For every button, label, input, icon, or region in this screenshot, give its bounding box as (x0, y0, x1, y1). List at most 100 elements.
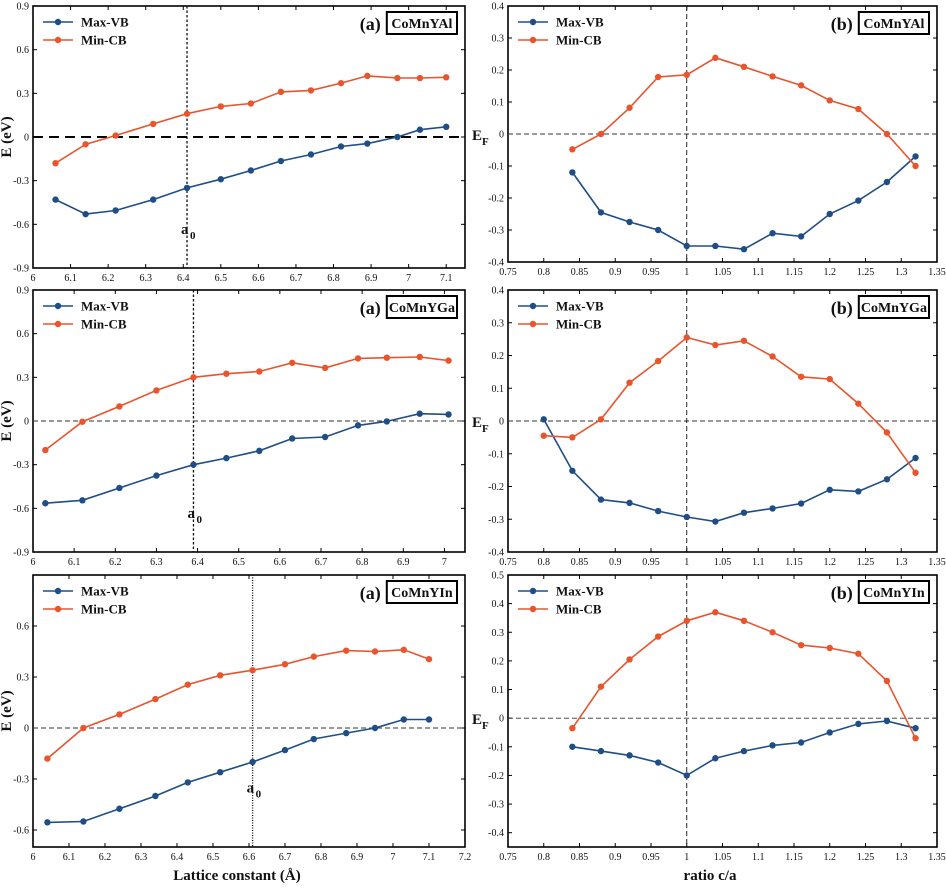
series-line-min-cb (571, 611, 917, 739)
data-point-min-cb (416, 353, 423, 361)
x-tick-label: 0.9 (609, 557, 622, 568)
data-point-max-vb (597, 747, 605, 755)
data-point-max-vb (343, 729, 350, 737)
x-tick-label: 0.75 (499, 267, 517, 278)
legend-marker (529, 18, 537, 26)
data-point-max-vb (797, 500, 805, 507)
y-tick-label: -0.1 (488, 449, 504, 460)
data-point-max-vb (626, 218, 633, 226)
chart-panel-5: 6 6.1 6.2 6.3 6.4 6.5 6.6 6.7 6.8 6.9 7 7.1 7.2 -0.6 -… (0, 574, 472, 863)
data-point-max-vb (116, 805, 123, 812)
series-line-min-cb (44, 356, 449, 451)
data-point-min-cb (443, 74, 450, 81)
data-point-max-vb (626, 499, 633, 507)
data-point-min-cb (683, 617, 690, 625)
chart-panel-6: 0.75 0.8 0.85 0.9 0.95 1 1.05 1.1 1.15 1.2 1.25 1.3… (472, 571, 946, 864)
data-point-max-vb (597, 496, 605, 503)
data-point-min-cb (540, 432, 547, 439)
data-point-min-cb (797, 641, 805, 649)
compound-badge (385, 11, 458, 35)
x-tick-label: 6.5 (215, 273, 228, 284)
data-point-max-vb (150, 196, 157, 203)
data-point-min-cb (769, 353, 776, 360)
legend-label: Max-VB (81, 299, 129, 314)
data-point-min-cb (425, 655, 433, 663)
x-tick-label: 6.8 (356, 557, 369, 568)
y-tick-label: -0.4 (488, 258, 504, 269)
data-point-max-vb (626, 752, 633, 759)
legend-label: Max-VB (556, 299, 604, 314)
y-tick-label: -0.6 (13, 220, 29, 231)
x-tick-label: 6.7 (290, 273, 303, 284)
data-point-min-cb (740, 337, 748, 344)
y-tick-label: 0.6 (17, 45, 30, 56)
series-line-max-vb (543, 419, 916, 523)
data-point-max-vb (712, 518, 719, 525)
x-tick-label: 7.1 (440, 273, 453, 284)
legend-label: Min-CB (81, 317, 127, 332)
data-point-min-cb (217, 103, 225, 110)
data-point-min-cb (626, 104, 633, 111)
x-tick-label: 1.2 (824, 557, 837, 568)
x-tick-label: 6 (31, 273, 36, 284)
x-tick-label: 0.75 (499, 557, 517, 568)
x-tick-label: 6.9 (351, 852, 364, 863)
compound-name: CoMnYGa (861, 301, 927, 316)
chart-panel-2: 0.75 0.8 0.85 0.9 0.95 1 1.05 1.1 1.15 1.2 1.25 1.3… (472, 2, 946, 279)
data-point-min-cb (79, 418, 86, 425)
y-tick-label: -0.6 (13, 826, 29, 837)
y-tick-label: 0.6 (17, 622, 30, 633)
x-tick-label: 6.2 (102, 273, 115, 284)
x-tick-label: 7 (442, 557, 447, 568)
y-tick-label: 0.3 (17, 373, 30, 384)
data-point-min-cb (712, 609, 719, 616)
data-point-min-cb (249, 667, 256, 674)
x-tick-label: 0.9 (609, 852, 622, 863)
y-tick-label: 0.6 (17, 329, 30, 340)
data-point-max-vb (247, 167, 255, 174)
data-point-min-cb (337, 79, 345, 87)
x-tick-label: 1.05 (714, 852, 732, 863)
x-tick-label: 1.25 (857, 267, 875, 278)
x-tick-label: 1.15 (785, 267, 803, 278)
x-tick-label: 7 (406, 273, 411, 284)
data-point-min-cb (289, 359, 296, 366)
panel-label: (a) (360, 14, 381, 35)
x-tick-label: 1.25 (857, 557, 875, 568)
y-tick-label: -0.4 (488, 828, 504, 839)
panel-label: (b) (831, 14, 853, 35)
a0-annotation-sub: 0 (196, 514, 202, 526)
x-tick-label: 6.5 (232, 557, 245, 568)
x-tick-label: 6.7 (315, 557, 328, 568)
series-line-max-vb (47, 718, 429, 824)
data-point-min-cb (256, 368, 263, 375)
data-point-min-cb (112, 132, 119, 139)
a0-annotation: a (187, 506, 195, 522)
x-tick-label: 6.3 (150, 557, 163, 568)
data-point-min-cb (683, 334, 690, 341)
x-tick-label: 6.2 (109, 557, 122, 568)
data-point-max-vb (797, 233, 805, 240)
y-tick-label: -0.3 (488, 800, 504, 811)
data-point-min-cb (883, 130, 891, 138)
data-point-max-vb (416, 126, 424, 133)
x-tick-label: 0.85 (571, 852, 589, 863)
x-tick-label: 0.8 (538, 852, 551, 863)
x-tick-label: 7.2 (459, 852, 472, 863)
x-tick-label: 7 (391, 852, 396, 863)
data-point-min-cb (569, 434, 576, 441)
data-point-min-cb (712, 341, 719, 349)
series-line-max-vb (571, 155, 917, 251)
data-point-max-vb (416, 410, 423, 417)
y-axis-label: E (eV) (0, 400, 15, 441)
a0-annotation-sub: 0 (256, 789, 262, 801)
data-point-min-cb (416, 74, 424, 82)
data-point-max-vb (855, 197, 862, 204)
y-tick-label: -0.2 (488, 482, 504, 493)
y-tick-label: 0.2 (492, 351, 505, 362)
data-point-min-cb (826, 97, 833, 104)
y-tick-label: 0.3 (492, 318, 505, 329)
y-tick-label: -0.9 (13, 548, 29, 559)
data-point-max-vb (683, 513, 690, 521)
y-axis-label-sub: F (482, 136, 489, 148)
